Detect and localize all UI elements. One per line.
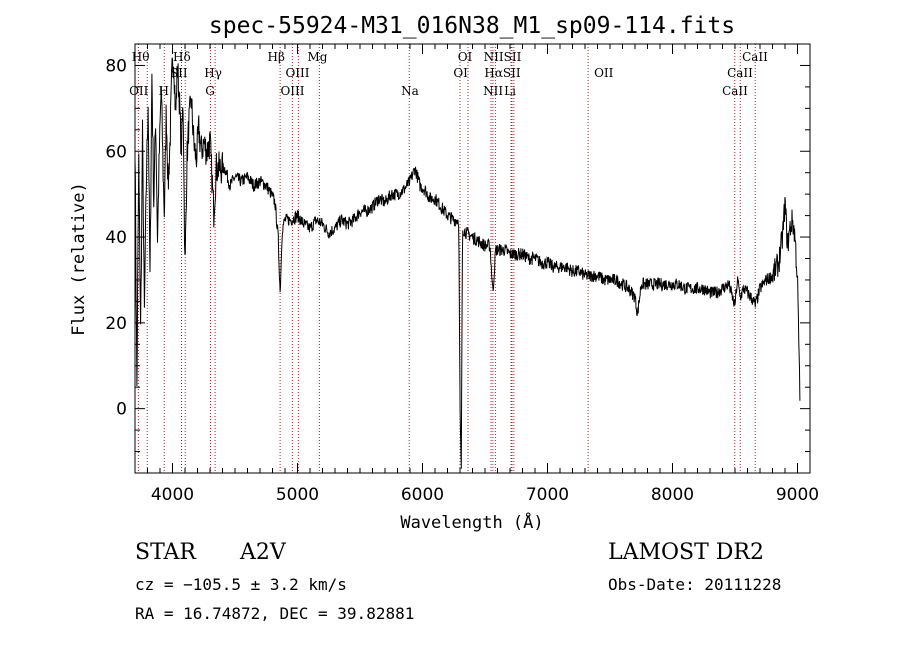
y-axis-label: Flux (relative) [69, 182, 89, 336]
axis-ticks: 4000 5000 6000 7000 8000 9000 0 20 40 60 80 [105, 44, 819, 505]
y-tick-label: 40 [105, 228, 127, 248]
line-label: Hθ [132, 50, 150, 64]
y-tick-label: 60 [105, 142, 127, 162]
line-label: OII [129, 84, 149, 98]
line-label: Hγ [204, 66, 222, 80]
line-label: HαSII [484, 66, 521, 80]
line-label: OIII [285, 66, 309, 80]
y-tick-label: 20 [105, 314, 127, 334]
x-tick-label: 9000 [776, 485, 819, 505]
line-label: CaII [722, 84, 748, 98]
line-label: OI [453, 66, 468, 80]
line-label: H [159, 84, 169, 98]
line-label: OII [594, 66, 614, 80]
obs-date: Obs-Date: 20111228 [608, 575, 782, 594]
line-label: Hδ [173, 50, 191, 64]
x-tick-label: 5000 [276, 485, 319, 505]
line-label: NIISII [484, 50, 522, 64]
annotation-lines [137, 44, 756, 473]
survey-name: LAMOST DR2 [608, 540, 764, 565]
line-label: CaII [742, 50, 768, 64]
y-tick-label: 80 [105, 56, 127, 76]
line-label: OIII [280, 84, 304, 98]
line-label: Li [504, 84, 516, 98]
line-label: Na [401, 84, 419, 98]
line-label: Hβ [268, 50, 285, 64]
object-subclass: A2V [240, 540, 286, 565]
x-tick-label: 7000 [526, 485, 569, 505]
redshift-value: cz = −105.5 ± 3.2 km/s [135, 575, 347, 594]
object-class: STAR [135, 540, 196, 565]
line-label: G [205, 84, 215, 98]
chart-title: spec-55924-M31_016N38_M1_sp09-114.fits [209, 13, 735, 39]
x-tick-label: 4000 [151, 485, 194, 505]
plot-frame [134, 43, 811, 474]
coordinates: RA = 16.74872, DEC = 39.82881 [135, 604, 415, 623]
plot-area [134, 57, 801, 469]
x-tick-label: 6000 [401, 485, 444, 505]
line-label: CaII [727, 66, 753, 80]
y-tick-label: 0 [116, 400, 127, 420]
spectrum-line [134, 57, 801, 469]
line-label: OI [458, 50, 473, 64]
x-tick-label: 8000 [651, 485, 694, 505]
x-axis-label: Wavelength (Å) [400, 511, 543, 533]
line-label: Mg [308, 50, 328, 64]
line-label: NII [483, 84, 503, 98]
